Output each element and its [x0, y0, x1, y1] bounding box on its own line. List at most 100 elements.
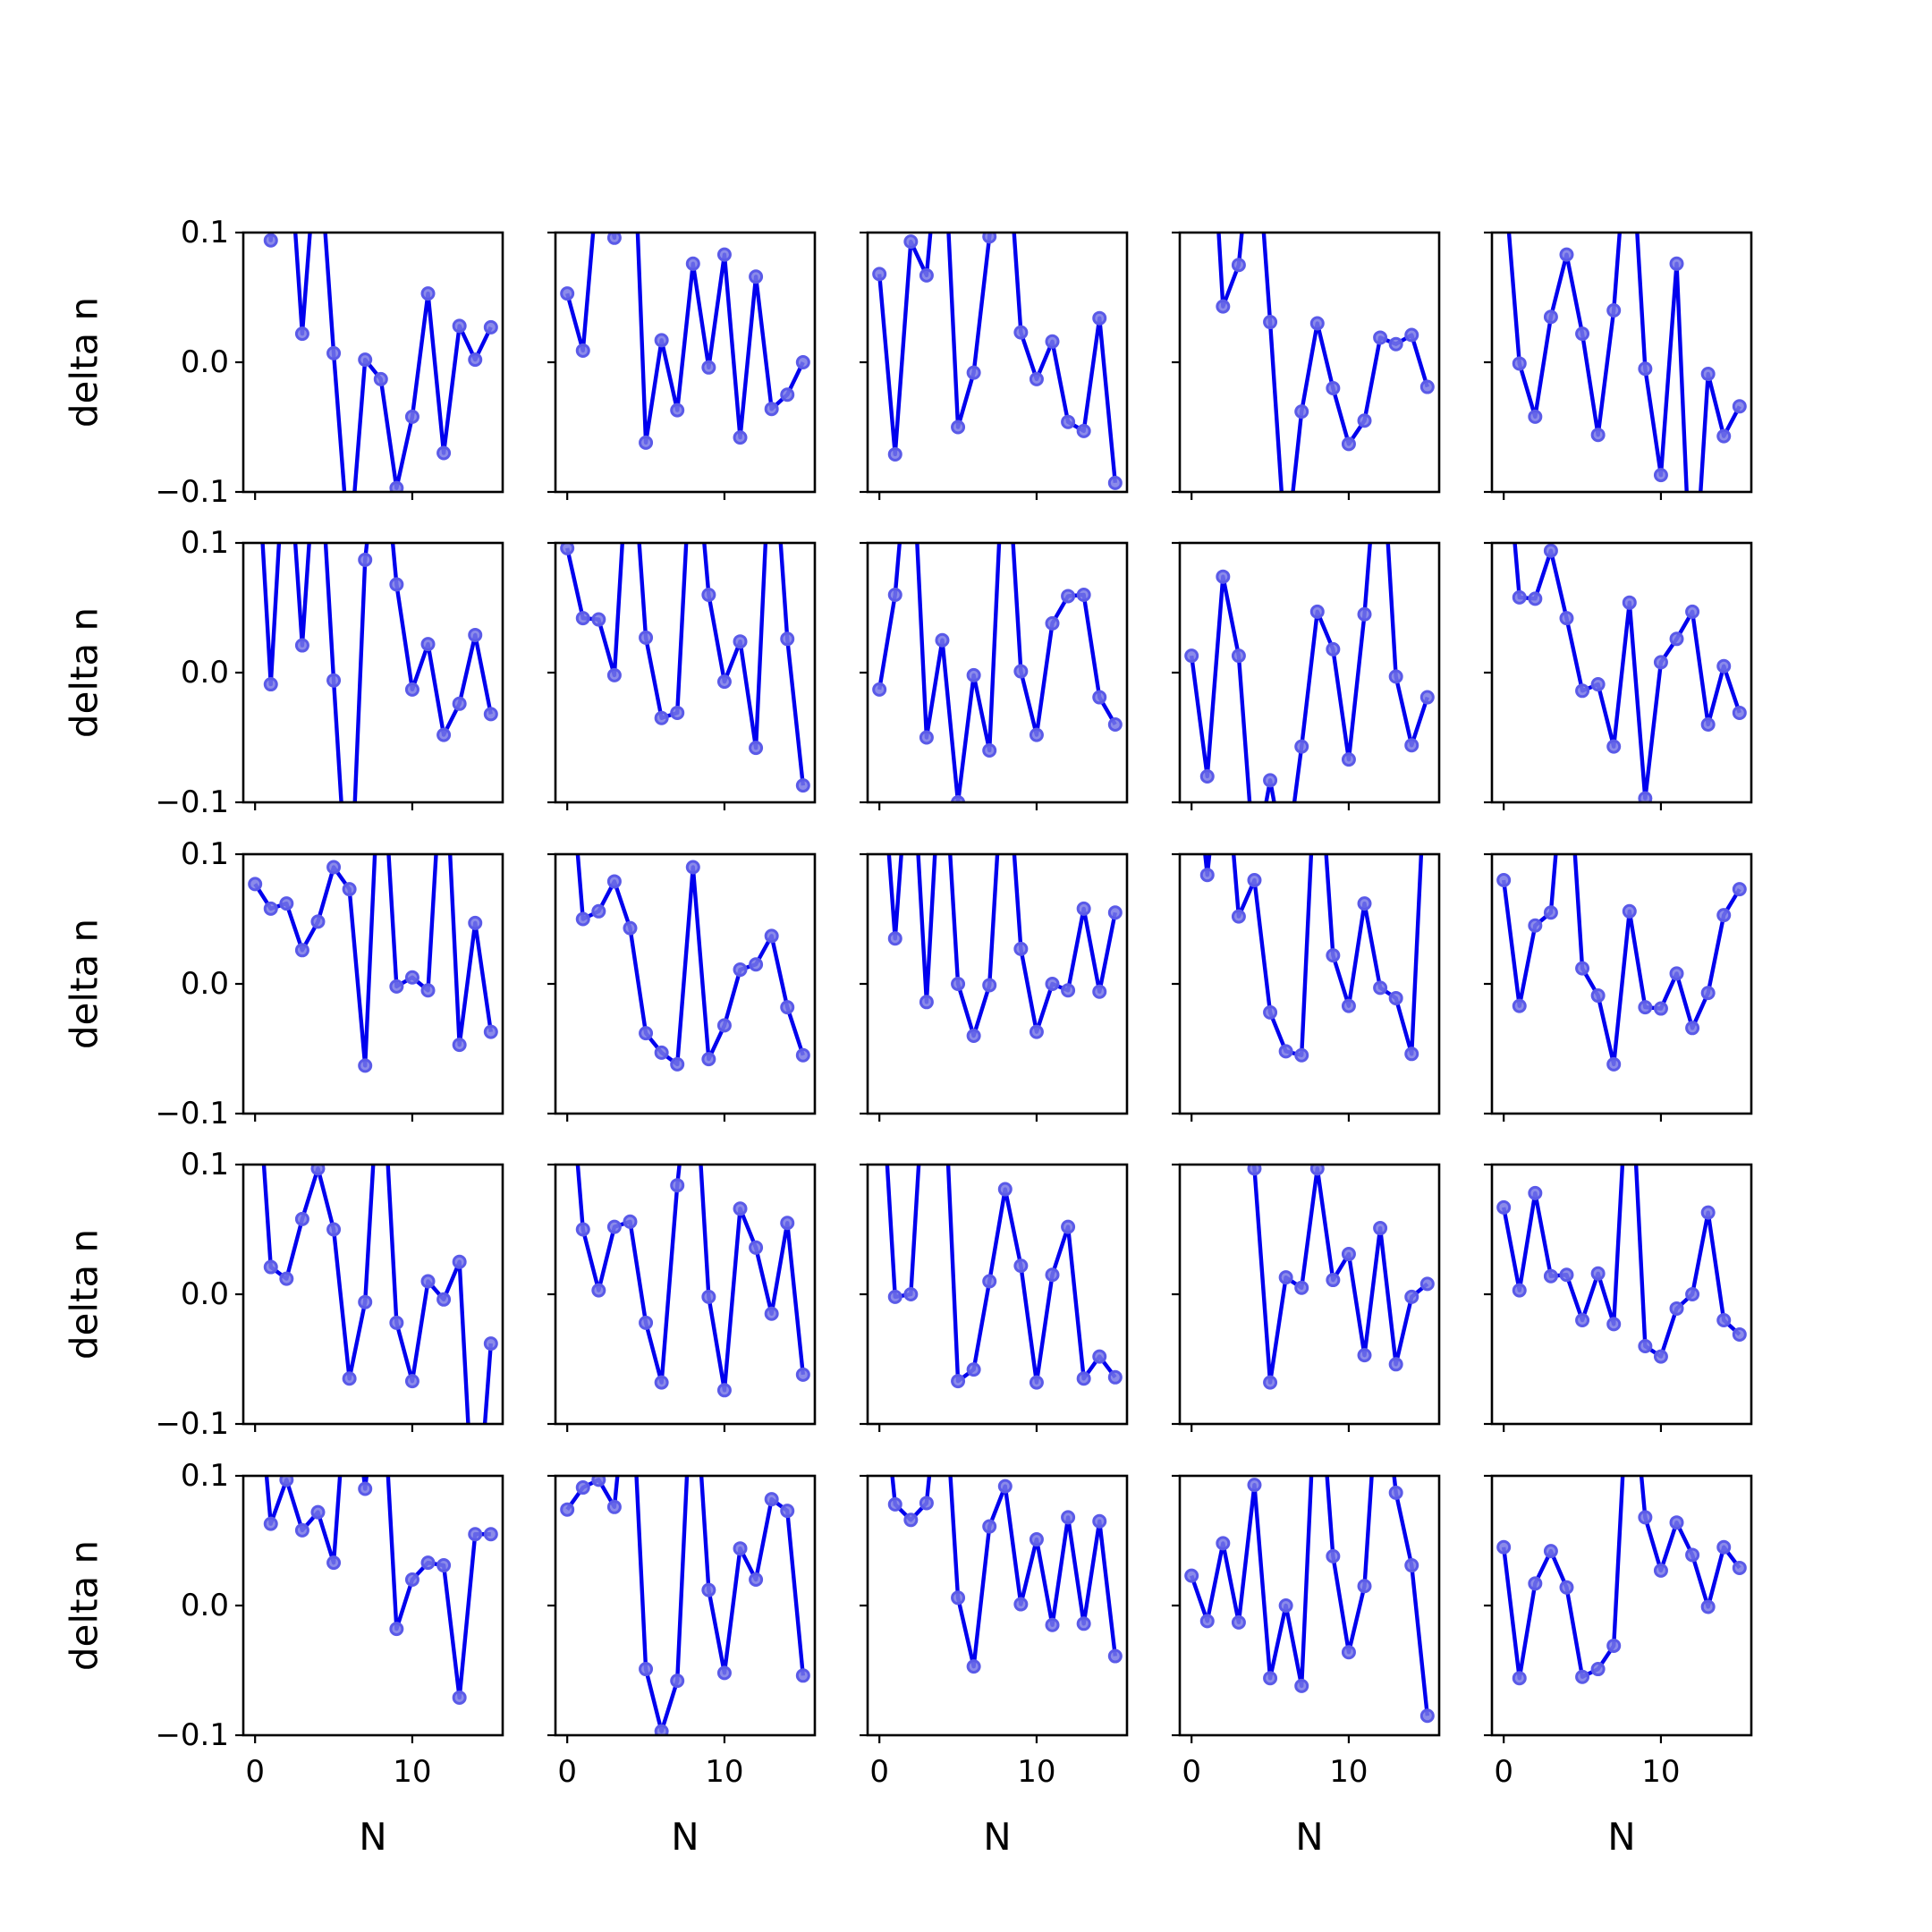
- plot-area: [1496, 854, 1747, 1072]
- data-point: [1388, 669, 1403, 684]
- data-point: [1559, 1580, 1574, 1595]
- plot-area: [1184, 1476, 1435, 1724]
- data-point: [250, 1341, 261, 1352]
- data-point: [389, 1622, 404, 1637]
- data-point: [1590, 677, 1606, 692]
- subplot-r4-c5: [1484, 1163, 1753, 1432]
- plot-area: [560, 543, 810, 793]
- data-point: [639, 1026, 654, 1041]
- data-point: [420, 1555, 436, 1571]
- series-line: [1190, 1476, 1430, 1716]
- data-point: [1700, 1599, 1716, 1614]
- data-point: [1309, 316, 1325, 331]
- data-point: [1294, 404, 1309, 419]
- data-point: [1092, 1513, 1107, 1529]
- data-point: [670, 402, 685, 418]
- data-point: [483, 1527, 498, 1542]
- data-point: [358, 352, 373, 368]
- x-axis-label: N: [1295, 1815, 1323, 1859]
- data-point: [326, 1222, 342, 1237]
- data-point: [639, 1662, 654, 1677]
- data-point: [795, 355, 810, 369]
- data-point: [1357, 1348, 1372, 1363]
- data-point: [1013, 941, 1029, 956]
- data-point: [606, 1219, 622, 1234]
- data-point: [1280, 861, 1292, 873]
- data-point: [795, 1668, 810, 1683]
- data-point: [468, 627, 483, 642]
- series-line: [264, 1476, 491, 1700]
- data-point: [404, 970, 419, 985]
- data-point: [1341, 1645, 1356, 1660]
- data-point: [1623, 1341, 1635, 1352]
- data-point: [468, 1527, 483, 1542]
- axes-frame: [866, 852, 1129, 1115]
- data-point: [1076, 1616, 1091, 1631]
- data-point: [593, 162, 605, 174]
- y-tick-label: 0.0: [181, 966, 229, 1002]
- data-point: [903, 1513, 919, 1528]
- data-point: [591, 903, 606, 919]
- axes-frame: [242, 541, 504, 804]
- series-line: [885, 1165, 1117, 1385]
- data-point: [997, 1479, 1013, 1494]
- data-point: [905, 719, 917, 731]
- data-point: [389, 577, 404, 592]
- x-axis-label: N: [359, 1815, 386, 1859]
- data-point: [452, 318, 467, 334]
- series-line: [261, 1165, 494, 1424]
- data-point: [310, 914, 326, 929]
- axes-frame: [242, 1163, 504, 1426]
- data-point: [982, 743, 997, 758]
- data-point: [1263, 315, 1278, 330]
- data-point: [1375, 408, 1386, 419]
- data-point: [294, 1522, 309, 1538]
- data-point: [951, 1374, 966, 1389]
- data-point: [887, 1289, 902, 1304]
- data-point: [1107, 717, 1123, 732]
- data-point: [1669, 256, 1684, 271]
- data-point: [562, 1030, 573, 1041]
- data-point: [1029, 371, 1044, 386]
- x-tick-label: 10: [1329, 1754, 1368, 1790]
- subplot-r3-c5: [1484, 852, 1753, 1122]
- data-point: [389, 979, 404, 994]
- data-point: [606, 233, 622, 245]
- data-point: [872, 267, 887, 282]
- y-tick-label: 0.1: [181, 1147, 229, 1182]
- data-point: [1559, 247, 1574, 262]
- data-point: [1622, 595, 1637, 610]
- series-line: [886, 854, 1117, 1038]
- data-point: [1700, 1205, 1716, 1220]
- data-point: [436, 445, 452, 461]
- data-point: [887, 588, 902, 602]
- data-point: [1076, 423, 1091, 438]
- data-point: [1575, 961, 1590, 976]
- subplot-r1-c5: [1484, 231, 1753, 500]
- series-line: [1189, 543, 1429, 802]
- data-point: [654, 710, 669, 725]
- data-point: [1217, 719, 1229, 731]
- data-point: [1732, 705, 1747, 720]
- plot-area: [1199, 719, 1424, 1063]
- subplot-r4-c1: 0.1 0.0 −0.1 delta n: [63, 1147, 504, 1442]
- data-point: [999, 97, 1011, 109]
- data-point: [624, 1341, 636, 1352]
- data-point: [1231, 258, 1246, 273]
- data-point: [1107, 1369, 1123, 1385]
- data-point: [1249, 861, 1260, 873]
- data-point: [1543, 1544, 1558, 1559]
- data-point: [420, 286, 436, 301]
- plot-area: [1506, 233, 1747, 492]
- axes-frame: [242, 231, 504, 494]
- data-point: [1606, 739, 1622, 754]
- data-point: [887, 1496, 902, 1512]
- series-line: [1501, 1476, 1741, 1681]
- x-tick-label: 10: [705, 1754, 743, 1790]
- panel-grid: 0.1 0.0 −0.1 delta n 0.1 0.0 −0.1 delta n 0.1 0.0…: [63, 97, 1753, 1859]
- data-point: [1528, 409, 1543, 424]
- data-point: [1653, 1563, 1668, 1578]
- subplot-r5-c1: 0.1 0.0 −0.1 0 10 delta n N: [63, 1341, 504, 1859]
- data-point: [1013, 1258, 1029, 1274]
- data-point: [982, 978, 997, 993]
